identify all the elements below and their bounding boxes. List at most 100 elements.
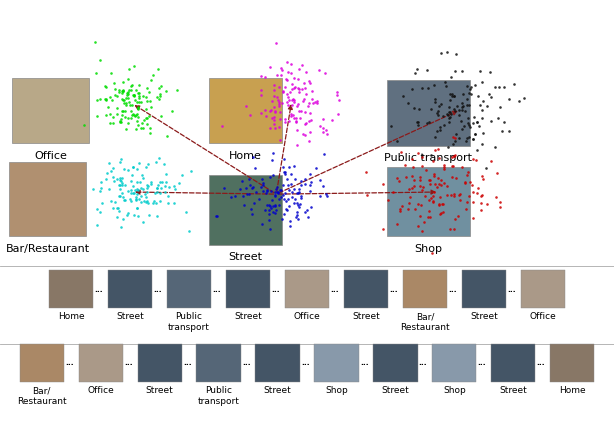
Point — [445, 113, 455, 120]
Point — [125, 196, 135, 203]
Point — [141, 94, 151, 100]
Point — [131, 190, 141, 197]
Point — [296, 192, 306, 199]
Point — [282, 176, 292, 183]
Point — [306, 203, 316, 210]
Point — [120, 181, 130, 188]
Text: ...: ... — [124, 358, 133, 368]
Point — [274, 84, 284, 90]
Point — [320, 70, 330, 76]
Point — [454, 192, 464, 198]
Point — [152, 185, 161, 192]
Point — [106, 197, 116, 204]
Point — [298, 130, 308, 137]
Point — [107, 165, 117, 171]
Point — [269, 103, 279, 110]
Point — [109, 174, 119, 181]
Point — [270, 124, 280, 131]
Point — [268, 197, 278, 203]
Point — [268, 208, 278, 215]
Point — [134, 99, 144, 106]
Point — [295, 204, 305, 211]
Point — [439, 179, 449, 186]
Point — [136, 99, 146, 106]
Point — [142, 198, 152, 205]
Point — [184, 227, 194, 234]
Point — [422, 167, 432, 174]
Point — [246, 205, 255, 212]
Point — [160, 189, 170, 195]
Point — [454, 112, 464, 119]
Point — [499, 119, 508, 125]
Point — [265, 225, 274, 232]
Point — [449, 92, 459, 99]
Point — [239, 202, 249, 209]
Point — [143, 183, 153, 189]
Point — [148, 200, 158, 206]
Point — [284, 102, 293, 109]
Point — [117, 181, 126, 188]
Point — [415, 182, 425, 189]
Text: ...: ... — [389, 284, 398, 294]
Point — [433, 145, 443, 152]
Point — [107, 97, 117, 103]
Point — [300, 108, 310, 115]
Point — [446, 192, 456, 198]
Point — [300, 80, 309, 87]
Point — [264, 202, 274, 208]
Point — [447, 154, 457, 160]
Point — [288, 96, 298, 103]
Point — [444, 104, 454, 111]
Point — [128, 92, 138, 99]
Point — [493, 114, 503, 121]
Point — [427, 249, 437, 256]
Point — [396, 149, 406, 156]
Point — [268, 203, 278, 210]
Point — [462, 96, 472, 103]
Point — [514, 97, 524, 104]
Point — [477, 192, 487, 198]
Point — [140, 190, 150, 197]
Point — [169, 200, 179, 206]
Point — [281, 119, 290, 125]
Point — [123, 188, 133, 195]
Point — [495, 204, 505, 211]
Point — [403, 99, 413, 106]
Point — [152, 200, 161, 206]
Text: ...: ... — [65, 358, 74, 368]
Point — [280, 84, 290, 90]
Text: Bar/
Restaurant: Bar/ Restaurant — [400, 312, 449, 332]
Point — [307, 96, 317, 103]
Point — [119, 100, 128, 107]
Point — [409, 183, 419, 189]
Point — [295, 182, 305, 189]
Point — [257, 220, 267, 227]
Point — [269, 116, 279, 123]
Point — [443, 191, 453, 198]
Point — [294, 88, 304, 95]
Point — [491, 144, 500, 151]
FancyBboxPatch shape — [167, 270, 211, 308]
Point — [449, 141, 459, 148]
Point — [269, 86, 279, 93]
Point — [509, 81, 519, 88]
Point — [120, 108, 130, 114]
Point — [315, 192, 325, 199]
Point — [280, 189, 290, 196]
Point — [155, 92, 165, 99]
Point — [433, 108, 443, 114]
Point — [270, 193, 279, 200]
Point — [504, 128, 514, 135]
Point — [241, 103, 251, 109]
Point — [483, 103, 492, 109]
Point — [238, 192, 248, 199]
Point — [123, 95, 133, 101]
Point — [123, 75, 133, 82]
Point — [421, 193, 430, 200]
Text: ...: ... — [271, 284, 280, 294]
Point — [268, 171, 278, 178]
Point — [114, 89, 124, 96]
Point — [297, 86, 306, 93]
Point — [470, 81, 480, 88]
Point — [125, 99, 134, 106]
